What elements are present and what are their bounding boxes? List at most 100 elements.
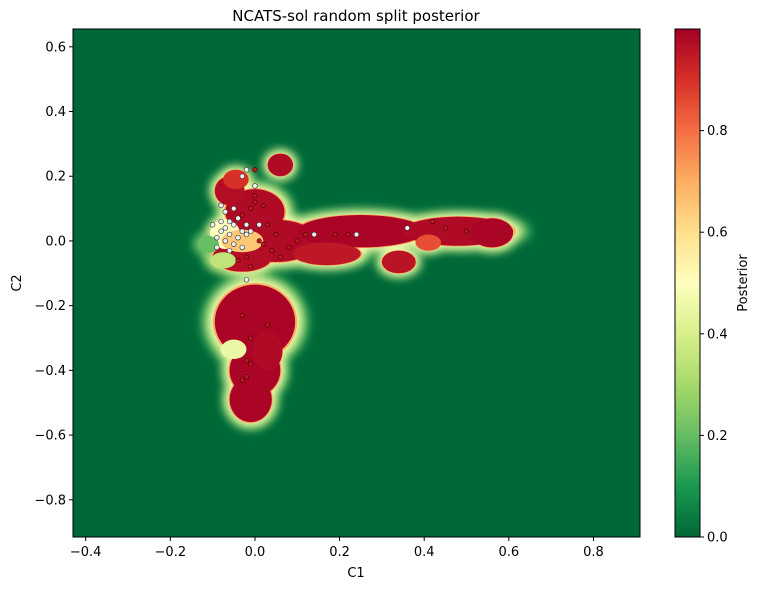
data-point-inactive (214, 244, 220, 251)
data-point-inactive (243, 167, 250, 173)
posterior-background (73, 29, 640, 537)
posterior-region (229, 376, 272, 423)
posterior-region (252, 331, 283, 371)
y-axis-label: C2 (10, 274, 25, 291)
data-point-inactive (311, 231, 317, 238)
data-point-inactive (252, 183, 258, 189)
data-point-active (252, 193, 258, 199)
data-point-inactive (243, 277, 250, 283)
data-point-inactive (248, 228, 254, 234)
data-point-active (248, 335, 254, 341)
posterior-region (267, 153, 294, 177)
x-tick-label: 0.6 (498, 545, 519, 560)
colorbar-tick-label: 0.0 (707, 531, 728, 546)
data-point-active (248, 361, 254, 367)
data-point-active (294, 238, 300, 244)
data-point-inactive (231, 241, 237, 247)
data-point-active (260, 202, 266, 208)
x-tick-label: 0.0 (245, 545, 266, 560)
data-point-inactive (226, 247, 233, 254)
data-point-active (243, 254, 249, 260)
data-point-active (243, 358, 249, 364)
data-point-inactive (218, 218, 224, 225)
posterior-regions (194, 149, 533, 431)
data-point-inactive (235, 215, 241, 221)
y-tick-label: −0.2 (34, 299, 66, 314)
colorbar-tick-label: 0.8 (707, 124, 728, 139)
x-axis-label: C1 (347, 566, 364, 581)
plot-area (72, 28, 641, 538)
x-tick-label: −0.2 (155, 545, 187, 560)
data-point-active (265, 322, 271, 328)
data-point-inactive (243, 231, 250, 238)
data-point-inactive (239, 244, 245, 251)
y-tick-label: −0.6 (34, 429, 66, 444)
data-point-inactive (222, 238, 229, 244)
y-tick-label: 0.6 (45, 40, 66, 55)
colorbar-tick-label: 0.2 (707, 429, 728, 444)
posterior-region (210, 252, 236, 269)
y-tick-label: −0.8 (34, 493, 66, 508)
data-point-inactive (226, 218, 233, 225)
data-point-inactive (209, 222, 216, 228)
scatter-points (209, 167, 470, 383)
data-point-active (252, 167, 258, 173)
data-point-inactive (222, 209, 229, 215)
colorbar-gradient (674, 28, 701, 538)
data-point-active (265, 222, 271, 228)
chart-title: NCATS-sol random split posterior (232, 7, 480, 25)
data-point-inactive (353, 231, 360, 238)
plot-frame (72, 28, 641, 538)
data-point-active (273, 231, 279, 237)
data-point-active (239, 312, 245, 318)
data-point-inactive (226, 231, 233, 238)
data-point-active (252, 199, 258, 205)
y-tick-label: 0.2 (45, 170, 66, 185)
x-axis: −0.4 −0.2 0.0 0.2 0.4 0.6 0.8 (70, 537, 604, 560)
posterior-region (470, 218, 514, 248)
colorbar-tick-label: 0.4 (707, 327, 728, 342)
data-point-inactive (239, 173, 245, 179)
colorbar-ticks: 0.0 0.2 0.4 0.6 0.8 (700, 124, 728, 546)
y-tick-label: −0.4 (34, 364, 66, 379)
data-point-inactive (231, 222, 237, 228)
data-point-active (277, 254, 283, 260)
data-point-inactive (214, 235, 220, 241)
posterior-region (293, 242, 361, 266)
data-point-active (430, 219, 436, 225)
data-point-active (464, 228, 470, 234)
x-tick-label: 0.2 (329, 545, 350, 560)
posterior-region (297, 215, 425, 248)
y-tick-label: 0.0 (45, 234, 66, 249)
colorbar-label: Posterior (736, 254, 751, 312)
posterior-region (197, 236, 219, 253)
data-point-active (269, 248, 275, 254)
data-point-inactive (218, 202, 224, 209)
x-tick-label: 0.4 (414, 545, 435, 560)
data-point-active (256, 238, 262, 244)
data-point-inactive (222, 225, 229, 231)
data-point-inactive (235, 235, 241, 241)
posterior-region (381, 250, 416, 274)
data-point-inactive (256, 222, 262, 228)
y-tick-label: 0.4 (45, 105, 66, 120)
data-point-active (248, 206, 254, 212)
colorbar: 0.0 0.2 0.4 0.6 0.8 Posterior (674, 28, 751, 546)
data-point-inactive (239, 228, 245, 234)
data-point-active (260, 241, 266, 247)
data-point-active (303, 231, 309, 237)
data-point-active (332, 231, 338, 237)
data-point-active (235, 257, 241, 263)
posterior-region (223, 169, 249, 190)
x-tick-label: −0.4 (70, 545, 102, 560)
data-point-active (248, 264, 254, 270)
x-tick-label: 0.8 (583, 545, 604, 560)
colorbar-tick-label: 0.6 (707, 226, 728, 241)
data-point-active (442, 225, 448, 231)
data-point-inactive (243, 222, 250, 228)
data-point-active (243, 374, 249, 380)
data-point-active (239, 377, 245, 383)
data-point-active (286, 244, 292, 250)
y-axis: 0.6 0.4 0.2 0.0 −0.2 −0.4 −0.6 −0.8 (34, 40, 73, 508)
